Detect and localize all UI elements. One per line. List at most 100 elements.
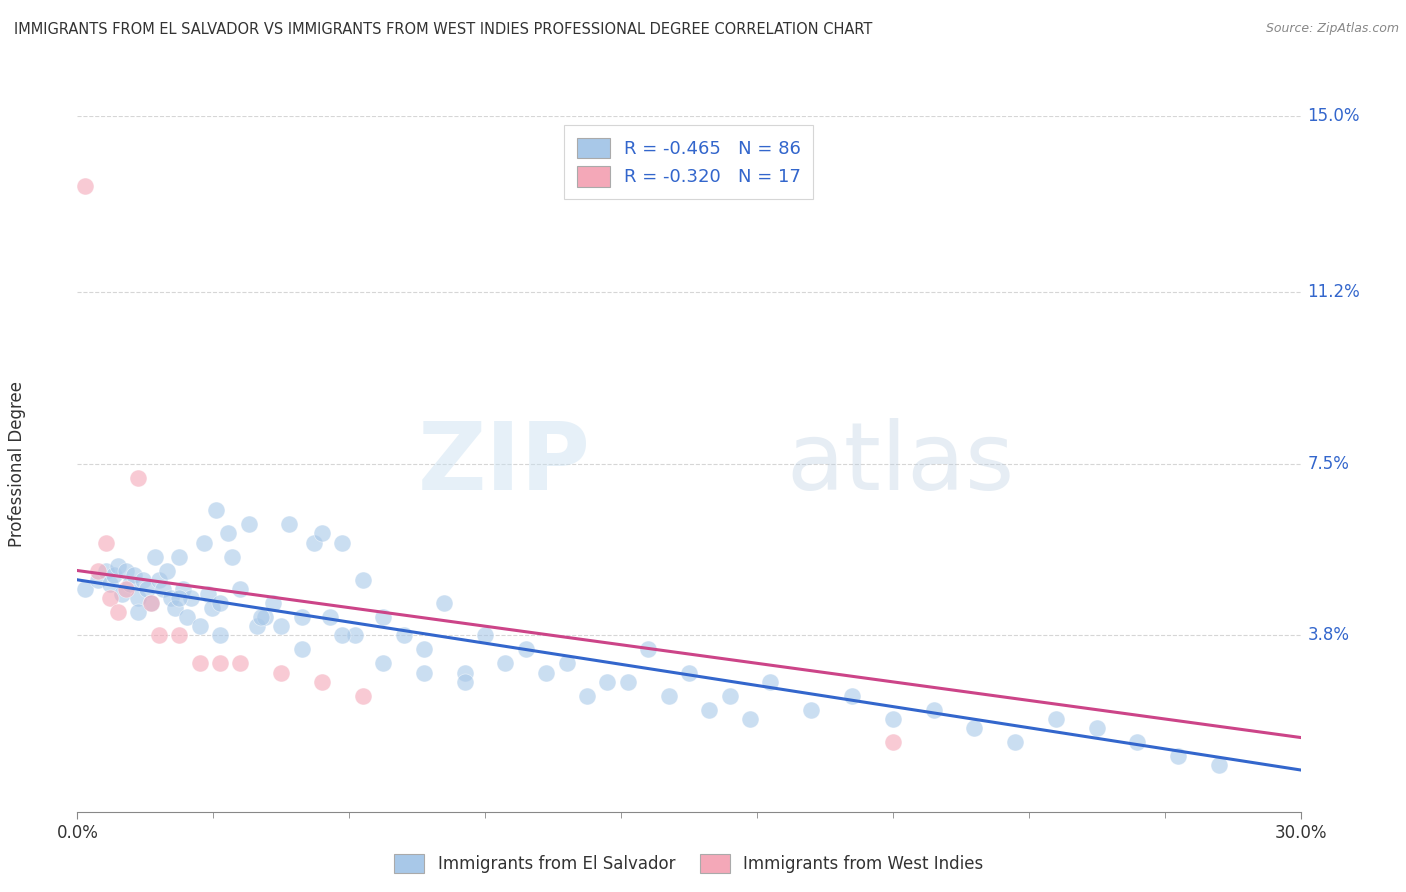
Point — [160, 591, 183, 606]
Point — [107, 605, 129, 619]
Point — [246, 619, 269, 633]
Point — [156, 564, 179, 578]
Point — [343, 628, 366, 642]
Point — [94, 535, 117, 549]
Point — [262, 596, 284, 610]
Point — [208, 628, 231, 642]
Point — [1085, 721, 1108, 735]
Point — [176, 610, 198, 624]
Point — [135, 582, 157, 596]
Point — [596, 674, 619, 689]
Point — [576, 689, 599, 703]
Point — [352, 689, 374, 703]
Point — [127, 605, 149, 619]
Point — [617, 674, 640, 689]
Point — [250, 610, 273, 624]
Point — [332, 628, 354, 642]
Point — [148, 573, 170, 587]
Point — [311, 526, 333, 541]
Point — [148, 628, 170, 642]
Point — [555, 657, 578, 671]
Point — [759, 674, 782, 689]
Point — [413, 642, 436, 657]
Point — [1126, 735, 1149, 749]
Point — [311, 674, 333, 689]
Point — [882, 735, 904, 749]
Point — [278, 517, 301, 532]
Point — [139, 596, 162, 610]
Point — [433, 596, 456, 610]
Point — [495, 657, 517, 671]
Point — [197, 587, 219, 601]
Point — [111, 587, 134, 601]
Text: atlas: atlas — [787, 417, 1015, 510]
Point — [172, 582, 194, 596]
Point — [474, 628, 496, 642]
Point — [98, 591, 121, 606]
Point — [413, 665, 436, 680]
Point — [352, 573, 374, 587]
Point — [371, 610, 394, 624]
Point — [699, 703, 721, 717]
Point — [124, 568, 146, 582]
Point — [678, 665, 700, 680]
Point — [453, 665, 475, 680]
Point — [131, 573, 153, 587]
Point — [270, 619, 292, 633]
Point — [103, 568, 125, 582]
Point — [332, 535, 354, 549]
Point — [115, 582, 138, 596]
Text: Professional Degree: Professional Degree — [8, 381, 25, 547]
Point — [290, 642, 312, 657]
Point — [217, 526, 239, 541]
Point — [127, 471, 149, 485]
Point — [1004, 735, 1026, 749]
Point — [152, 582, 174, 596]
Text: Source: ZipAtlas.com: Source: ZipAtlas.com — [1265, 22, 1399, 36]
Point — [169, 628, 191, 642]
Point — [1167, 749, 1189, 764]
Point — [201, 600, 224, 615]
Text: 3.8%: 3.8% — [1308, 626, 1350, 644]
Point — [94, 564, 117, 578]
Point — [302, 535, 325, 549]
Point — [718, 689, 741, 703]
Text: ZIP: ZIP — [418, 417, 591, 510]
Point — [841, 689, 863, 703]
Point — [882, 712, 904, 726]
Point — [143, 549, 166, 564]
Point — [208, 596, 231, 610]
Text: IMMIGRANTS FROM EL SALVADOR VS IMMIGRANTS FROM WEST INDIES PROFESSIONAL DEGREE C: IMMIGRANTS FROM EL SALVADOR VS IMMIGRANT… — [14, 22, 873, 37]
Point — [180, 591, 202, 606]
Point — [75, 582, 97, 596]
Point — [169, 549, 191, 564]
Point — [922, 703, 945, 717]
Point — [188, 657, 211, 671]
Text: 15.0%: 15.0% — [1308, 107, 1360, 125]
Point — [127, 591, 149, 606]
Text: 7.5%: 7.5% — [1308, 455, 1350, 473]
Point — [115, 564, 138, 578]
Point — [169, 591, 191, 606]
Point — [229, 657, 252, 671]
Point — [290, 610, 312, 624]
Point — [253, 610, 276, 624]
Point — [319, 610, 342, 624]
Point — [238, 517, 260, 532]
Point — [534, 665, 557, 680]
Point — [139, 596, 162, 610]
Legend: Immigrants from El Salvador, Immigrants from West Indies: Immigrants from El Salvador, Immigrants … — [388, 847, 990, 880]
Point — [98, 577, 121, 591]
Point — [87, 573, 110, 587]
Text: 11.2%: 11.2% — [1308, 284, 1361, 301]
Point — [188, 619, 211, 633]
Point — [800, 703, 823, 717]
Point — [165, 600, 187, 615]
Point — [205, 503, 228, 517]
Point — [120, 577, 142, 591]
Point — [371, 657, 394, 671]
Point — [87, 564, 110, 578]
Point — [193, 535, 215, 549]
Point — [392, 628, 415, 642]
Point — [1045, 712, 1067, 726]
